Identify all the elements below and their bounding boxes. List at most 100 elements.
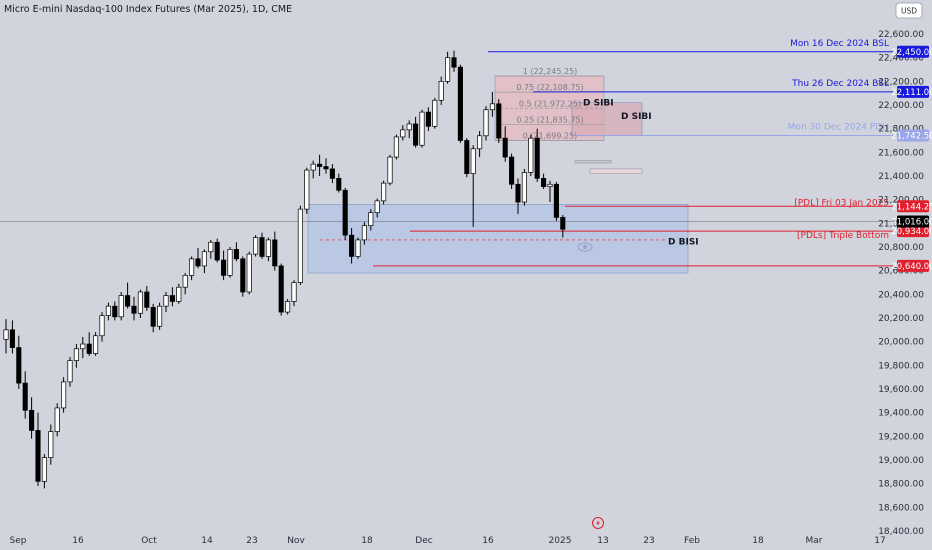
candle-body[interactable] bbox=[445, 57, 451, 82]
candle-body[interactable] bbox=[3, 329, 9, 340]
candle-body[interactable] bbox=[355, 239, 361, 257]
candle-body[interactable] bbox=[285, 301, 291, 313]
candle-body[interactable] bbox=[195, 258, 201, 267]
candle-body[interactable] bbox=[425, 111, 431, 127]
candle-body[interactable] bbox=[368, 212, 374, 227]
candle-87[interactable] bbox=[560, 215, 566, 238]
candle-24[interactable] bbox=[157, 302, 163, 330]
candle-75[interactable] bbox=[483, 106, 489, 141]
candle-6[interactable] bbox=[41, 454, 47, 489]
candle-66[interactable] bbox=[425, 107, 431, 132]
candle-body[interactable] bbox=[509, 156, 515, 185]
candle-body[interactable] bbox=[470, 148, 476, 174]
candle-body[interactable] bbox=[189, 258, 195, 276]
candle-body[interactable] bbox=[41, 457, 47, 482]
candle-48[interactable] bbox=[310, 160, 316, 179]
candle-body[interactable] bbox=[515, 183, 521, 203]
candle-body[interactable] bbox=[272, 239, 278, 267]
candle-80[interactable] bbox=[515, 178, 521, 214]
candle-body[interactable] bbox=[534, 137, 540, 179]
candle-44[interactable] bbox=[285, 299, 291, 315]
candle-body[interactable] bbox=[227, 249, 233, 276]
candle-7[interactable] bbox=[48, 424, 54, 465]
candle-14[interactable] bbox=[93, 332, 99, 356]
candle-body[interactable] bbox=[265, 239, 271, 257]
candle-59[interactable] bbox=[381, 180, 387, 205]
candle-body[interactable] bbox=[310, 163, 316, 171]
candle-body[interactable] bbox=[361, 225, 367, 241]
candle-85[interactable] bbox=[547, 180, 553, 203]
candle-body[interactable] bbox=[35, 430, 41, 482]
candle-body[interactable] bbox=[297, 208, 303, 283]
candle-body[interactable] bbox=[560, 217, 566, 230]
candle-30[interactable] bbox=[195, 248, 201, 269]
flash-icon[interactable] bbox=[592, 517, 604, 529]
candle-body[interactable] bbox=[387, 156, 393, 184]
flash-icon-bolt[interactable] bbox=[596, 520, 600, 526]
candle-body[interactable] bbox=[61, 381, 67, 409]
candle-63[interactable] bbox=[406, 120, 412, 139]
candle-body[interactable] bbox=[118, 295, 124, 318]
candle-body[interactable] bbox=[374, 200, 380, 214]
candle-47[interactable] bbox=[304, 167, 310, 214]
eye-icon-pupil[interactable] bbox=[583, 245, 587, 249]
candle-19[interactable] bbox=[125, 282, 131, 309]
candle-67[interactable] bbox=[432, 97, 438, 129]
candle-body[interactable] bbox=[464, 140, 470, 174]
candle-body[interactable] bbox=[413, 123, 419, 146]
candle-83[interactable] bbox=[534, 128, 540, 182]
candle-61[interactable] bbox=[393, 134, 399, 160]
candle-body[interactable] bbox=[48, 431, 54, 458]
candle-49[interactable] bbox=[317, 154, 323, 176]
candle-42[interactable] bbox=[272, 231, 278, 271]
candle-5[interactable] bbox=[35, 412, 41, 487]
candle-body[interactable] bbox=[381, 182, 387, 202]
candle-86[interactable] bbox=[553, 181, 559, 221]
candle-body[interactable] bbox=[131, 305, 137, 314]
candle-body[interactable] bbox=[432, 99, 438, 127]
currency-button-box[interactable] bbox=[895, 2, 923, 19]
candle-12[interactable] bbox=[80, 336, 86, 359]
candle-8[interactable] bbox=[54, 403, 60, 437]
candle-body[interactable] bbox=[29, 409, 35, 431]
candle-body[interactable] bbox=[86, 343, 92, 354]
candles-layer[interactable] bbox=[3, 50, 566, 489]
candle-46[interactable] bbox=[297, 205, 303, 285]
candle-body[interactable] bbox=[438, 80, 444, 101]
candle-36[interactable] bbox=[233, 242, 239, 262]
candle-77[interactable] bbox=[496, 99, 502, 143]
candle-81[interactable] bbox=[521, 168, 527, 206]
candle-45[interactable] bbox=[291, 280, 297, 307]
candle-50[interactable] bbox=[323, 158, 329, 174]
candle-body[interactable] bbox=[419, 111, 425, 146]
eye-icon[interactable] bbox=[577, 242, 593, 252]
candle-body[interactable] bbox=[278, 265, 284, 313]
candle-68[interactable] bbox=[438, 76, 444, 105]
candle-body[interactable] bbox=[105, 305, 111, 316]
candle-33[interactable] bbox=[214, 238, 220, 263]
candle-body[interactable] bbox=[393, 136, 399, 158]
candle-51[interactable] bbox=[329, 164, 335, 184]
candle-body[interactable] bbox=[157, 305, 163, 327]
candle-43[interactable] bbox=[278, 263, 284, 316]
candle-body[interactable] bbox=[521, 172, 527, 203]
candle-53[interactable] bbox=[342, 187, 348, 240]
candle-11[interactable] bbox=[73, 344, 79, 368]
candle-body[interactable] bbox=[16, 347, 22, 384]
candle-body[interactable] bbox=[477, 135, 483, 150]
candle-body[interactable] bbox=[201, 251, 207, 267]
candle-body[interactable] bbox=[144, 291, 150, 308]
candle-26[interactable] bbox=[169, 287, 175, 307]
flash-icon-ring[interactable] bbox=[592, 517, 604, 529]
candle-82[interactable] bbox=[528, 134, 534, 176]
candle-32[interactable] bbox=[208, 239, 214, 259]
candle-body[interactable] bbox=[54, 407, 60, 432]
candle-body[interactable] bbox=[329, 168, 335, 179]
candle-52[interactable] bbox=[336, 173, 342, 193]
candle-38[interactable] bbox=[246, 251, 252, 295]
candle-17[interactable] bbox=[112, 301, 118, 321]
candle-71[interactable] bbox=[457, 64, 463, 143]
candle-55[interactable] bbox=[355, 237, 361, 259]
candle-84[interactable] bbox=[541, 173, 547, 190]
candle-body[interactable] bbox=[214, 241, 220, 261]
